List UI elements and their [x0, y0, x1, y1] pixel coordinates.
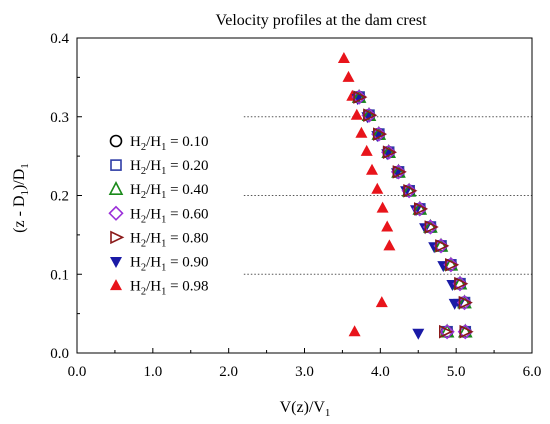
data-point-series-2	[412, 200, 428, 215]
y-tick-label-0: 0.0	[50, 346, 69, 362]
legend-label-1: H2/H1 = 0.20	[130, 158, 209, 177]
data-point-series-2	[443, 256, 459, 271]
data-point-series-6	[383, 239, 396, 251]
data-point-series-4	[372, 127, 388, 141]
legend-marker-5	[110, 257, 122, 268]
legend-marker-0	[109, 134, 123, 148]
x-tick-label-6: 6.0	[523, 364, 542, 380]
data-point-series-4	[424, 220, 439, 234]
data-point-series-6	[371, 182, 384, 194]
y-tick-label-4: 0.4	[50, 31, 69, 47]
data-point-series-4	[438, 324, 454, 339]
data-point-series-4	[458, 295, 473, 310]
data-point-series-5	[412, 328, 425, 340]
legend-marker-6	[110, 279, 122, 291]
data-point-series-6	[350, 108, 363, 120]
y-axis-label-post: )/D	[11, 169, 28, 190]
data-point-series-2	[381, 143, 397, 158]
data-point-series-6	[355, 126, 368, 138]
y-axis-label-sub2: 1	[19, 163, 31, 169]
data-point-series-2	[433, 237, 449, 252]
data-point-series-6	[375, 296, 388, 308]
legend-label-5: H2/H1 = 0.90	[130, 255, 209, 274]
data-point-series-4	[413, 202, 429, 216]
data-point-series-2	[391, 163, 406, 178]
x-tick-label-0: 0.0	[68, 364, 87, 380]
legend-marker-4	[110, 230, 125, 245]
data-point-series-2	[452, 275, 468, 290]
data-point-series-4	[363, 108, 378, 122]
x-axis-label: V(z)/V1	[280, 399, 331, 419]
data-point-series-2	[457, 323, 473, 338]
data-point-series-2	[351, 88, 367, 103]
data-point-series-2	[361, 106, 377, 121]
y-tick-label-1: 0.1	[50, 267, 69, 283]
data-point-series-2	[423, 218, 438, 233]
data-points	[337, 52, 474, 340]
data-point-series-6	[381, 220, 394, 232]
legend-label-4: H2/H1 = 0.80	[130, 230, 209, 249]
data-point-series-4	[454, 276, 469, 291]
legend-marker-1	[110, 159, 122, 171]
data-point-series-6	[376, 201, 389, 213]
data-point-series-6	[366, 163, 378, 175]
x-tick-label-4: 4.0	[371, 364, 390, 380]
data-point-series-5	[448, 298, 461, 310]
x-tick-label-3: 3.0	[295, 364, 314, 380]
data-point-series-4	[445, 258, 460, 272]
x-tick-label-2: 2.0	[219, 364, 238, 380]
data-point-series-4	[459, 324, 474, 339]
data-point-series-2	[401, 182, 417, 197]
y-tick-label-3: 0.3	[50, 110, 69, 126]
data-point-series-5	[428, 242, 441, 254]
data-point-series-4	[435, 239, 450, 253]
gridlines	[243, 116, 532, 275]
data-point-series-2	[371, 125, 387, 140]
data-point-series-4	[403, 184, 418, 198]
x-tick-label-5: 5.0	[447, 364, 466, 380]
data-point-series-6	[337, 52, 350, 63]
data-point-series-3	[439, 324, 455, 340]
legend: H2/H1 = 0.10 H2/H1 = 0.20 H2/H1 = 0.40 H2/H…	[108, 134, 209, 298]
data-point-series-4	[382, 145, 398, 159]
legend-label-2: H2/H1 = 0.40	[130, 182, 209, 201]
legend-marker-3	[108, 205, 124, 221]
x-axis: 0.0 1.0 2.0 3.0 4.0 5.0 6.0	[68, 348, 542, 380]
y-tick-label-2: 0.2	[50, 189, 69, 205]
x-tick-label-1: 1.0	[143, 364, 162, 380]
y-axis-label: (z - D1)/D1	[11, 163, 31, 233]
x-axis-label-sub: 1	[325, 407, 331, 419]
data-point-series-6	[348, 325, 361, 337]
legend-label-3: H2/H1 = 0.60	[130, 206, 209, 225]
data-point-series-6	[342, 70, 355, 82]
y-axis: 0.0 0.1 0.2 0.3 0.4	[50, 31, 82, 362]
y-axis-label-sub: 1	[19, 190, 31, 196]
x-axis-label-main: V(z)/V	[280, 399, 326, 416]
data-point-series-4	[392, 165, 407, 179]
data-point-series-4	[353, 90, 368, 104]
legend-marker-2	[108, 180, 124, 195]
data-point-series-6	[360, 144, 373, 156]
y-axis-label-pre: (z - D	[11, 196, 28, 233]
legend-label-0: H2/H1 = 0.10	[130, 134, 209, 153]
chart-title: Velocity profiles at the dam crest	[215, 12, 427, 29]
legend-label-6: H2/H1 = 0.98	[130, 279, 209, 298]
data-point-series-2	[457, 294, 472, 309]
